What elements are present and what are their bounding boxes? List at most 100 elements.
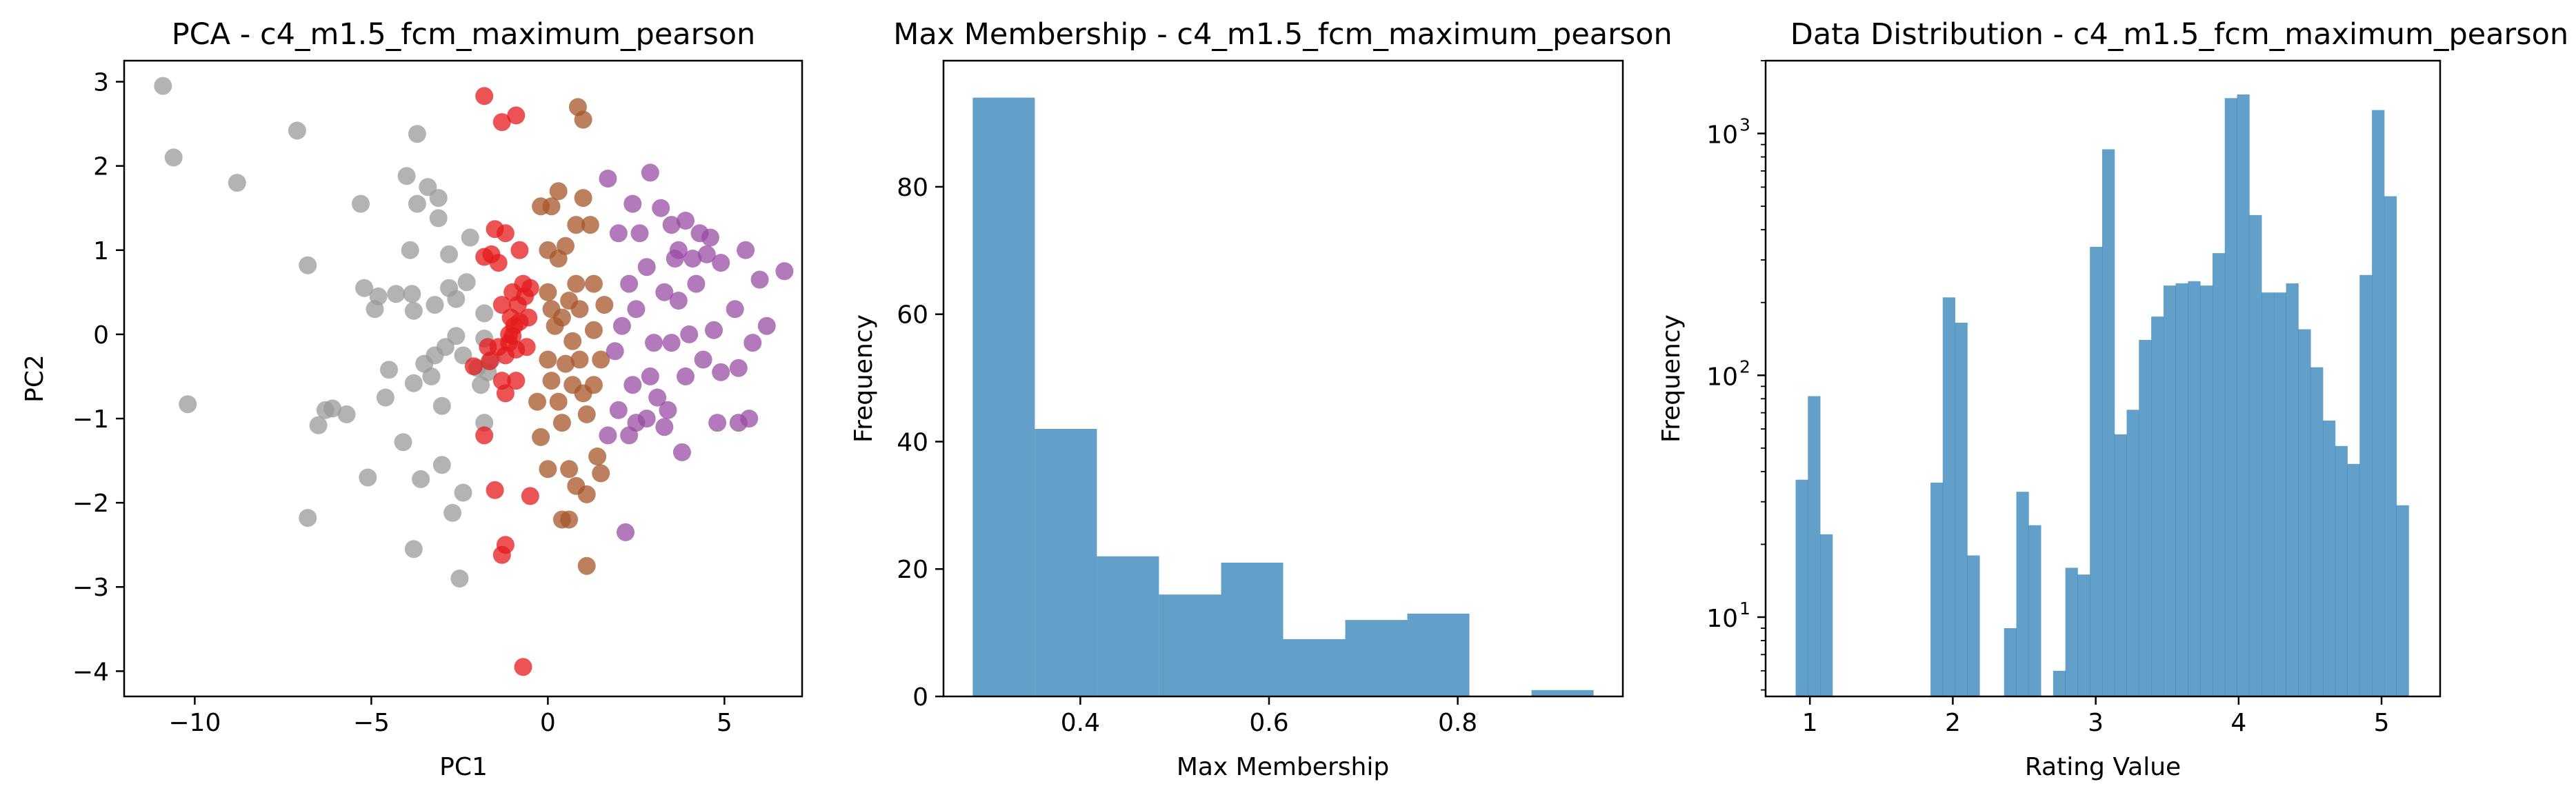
pca-point bbox=[426, 296, 444, 314]
pca-point bbox=[359, 468, 377, 487]
pca-point bbox=[595, 296, 614, 314]
pca-point bbox=[412, 470, 430, 488]
pca-point bbox=[475, 426, 494, 445]
distribution-bar bbox=[2396, 505, 2409, 696]
pca-y-tick-label: −2 bbox=[72, 490, 109, 518]
pca-point bbox=[577, 485, 596, 503]
pca-point bbox=[521, 279, 539, 297]
distribution-bar bbox=[2175, 283, 2188, 696]
pca-chart-title: PCA - c4_m1.5_fcm_maximum_pearson bbox=[172, 17, 756, 52]
pca-point bbox=[662, 334, 681, 352]
distribution-bar bbox=[2237, 94, 2250, 696]
distribution-bar bbox=[2310, 367, 2324, 696]
distribution-bar bbox=[2053, 670, 2066, 696]
distribution-bar bbox=[2126, 410, 2139, 696]
pca-point bbox=[677, 212, 695, 230]
pca-point bbox=[443, 503, 462, 522]
pca-point bbox=[627, 414, 646, 432]
distribution-bar bbox=[2077, 574, 2090, 696]
pca-point bbox=[641, 367, 659, 385]
pca-scatter-chart: PCA - c4_m1.5_fcm_maximum_pearson −10 −5 0… bbox=[21, 17, 803, 781]
membership-chart-title: Max Membership - c4_m1.5_fcm_maximum_pea… bbox=[893, 17, 1673, 52]
pca-point bbox=[507, 372, 526, 390]
pca-point bbox=[574, 189, 592, 208]
distribution-bar bbox=[2384, 196, 2397, 697]
pca-point bbox=[164, 148, 183, 167]
pca-point bbox=[432, 396, 451, 415]
distribution-bar bbox=[2286, 283, 2299, 696]
pca-point bbox=[729, 359, 748, 377]
membership-x-tick-label: 0.6 bbox=[1249, 709, 1288, 737]
membership-y-tick-label: 40 bbox=[897, 428, 928, 456]
distribution-bar bbox=[2335, 445, 2348, 696]
pca-point bbox=[666, 250, 684, 268]
membership-bar bbox=[1345, 620, 1408, 696]
pca-point bbox=[355, 279, 374, 297]
pca-point bbox=[500, 334, 519, 352]
distribution-y-axis-label: Frequency bbox=[1657, 314, 1686, 443]
pca-point bbox=[542, 197, 561, 216]
pca-x-tick-label: 5 bbox=[717, 709, 732, 737]
membership-bar bbox=[1221, 563, 1284, 696]
pca-point bbox=[581, 216, 599, 234]
pca-point bbox=[461, 228, 479, 247]
membership-bar bbox=[972, 97, 1035, 697]
pca-point bbox=[397, 167, 416, 185]
membership-bar bbox=[1407, 613, 1470, 696]
pca-point bbox=[486, 481, 504, 499]
pca-point bbox=[510, 312, 529, 331]
distribution-bar bbox=[1942, 297, 1955, 696]
membership-y-tick-label: 60 bbox=[897, 301, 928, 330]
pca-point bbox=[563, 332, 582, 350]
distribution-bar bbox=[2323, 420, 2336, 696]
pca-y-tick-label: 2 bbox=[93, 153, 109, 181]
pca-y-tick-label: −4 bbox=[72, 658, 109, 686]
membership-y-tick-label: 80 bbox=[897, 174, 928, 202]
distribution-bar bbox=[2188, 281, 2201, 696]
pca-point bbox=[574, 110, 592, 129]
pca-y-tick-label: 3 bbox=[93, 69, 109, 97]
pca-point bbox=[592, 350, 610, 369]
distribution-bar bbox=[2163, 285, 2177, 697]
pca-points bbox=[154, 77, 794, 676]
pca-point bbox=[517, 338, 536, 356]
pca-point bbox=[669, 292, 688, 310]
pca-point bbox=[637, 258, 656, 277]
pca-point bbox=[447, 290, 466, 308]
pca-point bbox=[510, 241, 529, 259]
pca-point bbox=[228, 174, 246, 192]
pca-point bbox=[539, 460, 557, 479]
distribution-x-tick-label: 2 bbox=[1945, 709, 1961, 737]
pca-point bbox=[757, 316, 776, 335]
distribution-bar bbox=[2298, 329, 2311, 696]
membership-bar bbox=[1283, 639, 1346, 696]
pca-point bbox=[496, 384, 515, 403]
pca-point bbox=[609, 224, 628, 243]
pca-point bbox=[652, 199, 670, 217]
pca-point bbox=[404, 540, 423, 559]
pca-point bbox=[627, 300, 646, 319]
membership-y-axis-label: Frequency bbox=[850, 314, 878, 443]
pca-point bbox=[599, 426, 617, 445]
pca-point bbox=[429, 209, 448, 228]
pca-point bbox=[429, 189, 448, 208]
pca-point bbox=[450, 570, 469, 587]
distribution-bar bbox=[2372, 110, 2385, 697]
pca-point bbox=[694, 350, 712, 369]
pca-point bbox=[422, 367, 441, 385]
pca-point bbox=[612, 316, 631, 335]
pca-point bbox=[672, 443, 691, 461]
pca-point bbox=[712, 254, 730, 272]
pca-point bbox=[475, 248, 494, 266]
pca-point bbox=[560, 292, 579, 310]
pca-point bbox=[408, 125, 426, 143]
pca-point bbox=[557, 237, 575, 255]
pca-y-tick-label: −1 bbox=[72, 405, 109, 434]
distribution-bar bbox=[1930, 482, 1944, 696]
pca-point bbox=[492, 545, 511, 564]
pca-point bbox=[641, 163, 659, 182]
pca-point bbox=[492, 113, 511, 132]
distribution-y-tick-exponent: 2 bbox=[1739, 356, 1750, 376]
membership-axes-frame bbox=[942, 59, 1624, 698]
